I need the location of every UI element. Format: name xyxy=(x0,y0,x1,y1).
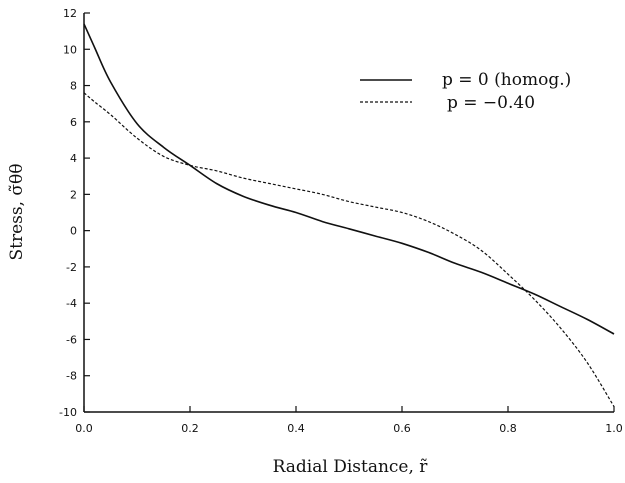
series-group xyxy=(83,23,615,407)
x-tick-label: 0.0 xyxy=(75,422,93,435)
y-tick-label: 8 xyxy=(70,80,77,93)
legend: p = 0 (homog.) p = −0.40 xyxy=(360,70,571,113)
y-tick-label: 2 xyxy=(70,188,77,201)
x-tick-label: 0.6 xyxy=(393,422,411,435)
x-axis-title: Radial Distance, r̃ xyxy=(273,457,429,477)
x-tick-label: 0.4 xyxy=(287,422,305,435)
y-tick-label: -6 xyxy=(66,333,77,346)
y-axis-title: Stress, σ̃θθ xyxy=(7,164,27,261)
y-tick-label: 12 xyxy=(63,7,77,20)
plot-area xyxy=(83,13,614,413)
legend-label-p040: p = −0.40 xyxy=(447,93,535,113)
x-tick-label: 0.8 xyxy=(499,422,517,435)
y-ticks: 12 10 8 6 4 2 0 -2 -4 -6 -8 -10 xyxy=(59,7,90,419)
y-tick-label: -2 xyxy=(66,261,77,274)
series-line-1 xyxy=(83,92,615,407)
x-ticks: 0.0 0.2 0.4 0.6 0.8 1.0 xyxy=(75,406,623,435)
y-tick-label: -10 xyxy=(59,406,77,419)
y-tick-label: 4 xyxy=(70,152,77,165)
legend-label-p0: p = 0 (homog.) xyxy=(442,70,571,90)
y-tick-label: -4 xyxy=(66,297,77,310)
y-tick-label: 0 xyxy=(70,225,77,238)
series-line-0 xyxy=(83,23,615,335)
x-tick-label: 1.0 xyxy=(605,422,623,435)
x-tick-label: 0.2 xyxy=(181,422,199,435)
y-tick-label: -8 xyxy=(66,370,77,383)
y-tick-label: 6 xyxy=(70,116,77,129)
y-tick-label: 10 xyxy=(63,43,77,56)
